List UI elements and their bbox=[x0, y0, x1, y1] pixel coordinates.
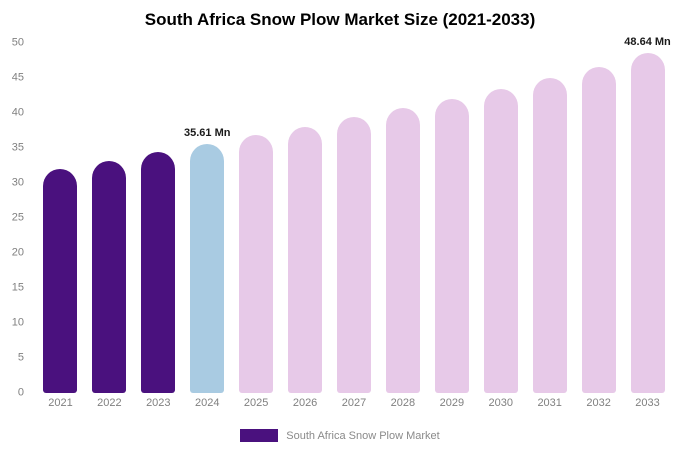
y-tick-10: 10 bbox=[11, 316, 24, 329]
y-tick-40: 40 bbox=[11, 106, 24, 119]
legend: South Africa Snow Plow Market bbox=[0, 429, 680, 442]
bar-2031 bbox=[532, 78, 567, 393]
data-label-2024: 35.61 Mn bbox=[183, 126, 231, 139]
x-tick-2030: 2030 bbox=[488, 397, 513, 409]
bar-column-2033: 48.64 Mn bbox=[623, 36, 672, 393]
x-axis-tick-labels: 2021 2022 2023 2024 2025 2026 2027 2028 2029 2030… bbox=[36, 397, 672, 413]
x-tick-2028: 2028 bbox=[390, 397, 416, 409]
plot-area: 35.61 Mn 48.64 Mn bbox=[36, 36, 672, 393]
bar-2028 bbox=[385, 108, 420, 393]
legend-swatch bbox=[240, 429, 279, 442]
bar-2021 bbox=[43, 169, 78, 393]
x-tick-2026: 2026 bbox=[292, 397, 318, 409]
y-tick-35: 35 bbox=[11, 141, 24, 154]
x-tick-2031: 2031 bbox=[537, 397, 562, 409]
x-tick-2023: 2023 bbox=[146, 397, 171, 409]
bar-column-2021 bbox=[36, 43, 85, 393]
x-tick-2032: 2032 bbox=[586, 397, 611, 409]
bar-2023 bbox=[141, 152, 176, 393]
x-tick-2024: 2024 bbox=[194, 397, 220, 409]
bar-column-2031 bbox=[525, 43, 574, 393]
bar-2027 bbox=[336, 117, 371, 393]
bar-column-2026 bbox=[281, 43, 330, 393]
bar-2025 bbox=[239, 135, 274, 393]
y-tick-45: 45 bbox=[11, 71, 24, 84]
bar-column-2023 bbox=[134, 43, 183, 393]
bar-2033 bbox=[630, 52, 665, 393]
x-tick-2022: 2022 bbox=[97, 397, 122, 409]
bar-column-2028 bbox=[378, 43, 427, 393]
bar-2032 bbox=[581, 66, 616, 393]
legend-label: South Africa Snow Plow Market bbox=[286, 429, 440, 442]
y-tick-0: 0 bbox=[17, 386, 24, 399]
bar-2030 bbox=[483, 88, 518, 393]
x-tick-2027: 2027 bbox=[341, 397, 367, 409]
x-tick-2029: 2029 bbox=[439, 397, 465, 409]
bar-2022 bbox=[92, 160, 127, 393]
x-tick-2033: 2033 bbox=[635, 397, 660, 409]
bar-column-2029 bbox=[427, 43, 476, 393]
bar-column-2024: 35.61 Mn bbox=[183, 43, 232, 393]
bar-column-2025 bbox=[232, 43, 281, 393]
y-axis-tick-labels: 0 5 10 15 20 25 30 35 40 45 50 bbox=[0, 37, 28, 398]
chart-title: South Africa Snow Plow Market Size (2021… bbox=[144, 10, 536, 29]
bar-column-2030 bbox=[476, 43, 525, 393]
y-tick-25: 25 bbox=[11, 211, 24, 224]
data-label-2033: 48.64 Mn bbox=[624, 35, 671, 48]
y-tick-15: 15 bbox=[11, 281, 24, 294]
bar-column-2022 bbox=[85, 43, 134, 393]
bar-2029 bbox=[434, 99, 469, 393]
x-tick-2021: 2021 bbox=[48, 397, 73, 409]
y-tick-30: 30 bbox=[11, 176, 24, 189]
y-tick-50: 50 bbox=[11, 36, 24, 49]
bar-2024 bbox=[190, 143, 225, 393]
y-tick-5: 5 bbox=[17, 351, 24, 364]
bar-2026 bbox=[288, 127, 323, 393]
x-tick-2025: 2025 bbox=[243, 397, 269, 409]
bar-column-2032 bbox=[574, 43, 623, 393]
bar-column-2027 bbox=[330, 43, 379, 393]
y-tick-20: 20 bbox=[11, 246, 24, 259]
